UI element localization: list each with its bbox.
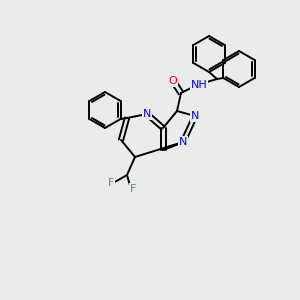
Text: NH: NH: [190, 80, 207, 90]
Text: O: O: [169, 76, 177, 86]
Text: N: N: [143, 109, 151, 119]
Text: F: F: [108, 178, 114, 188]
Text: N: N: [179, 137, 187, 147]
Text: F: F: [130, 184, 136, 194]
Text: N: N: [191, 111, 199, 121]
